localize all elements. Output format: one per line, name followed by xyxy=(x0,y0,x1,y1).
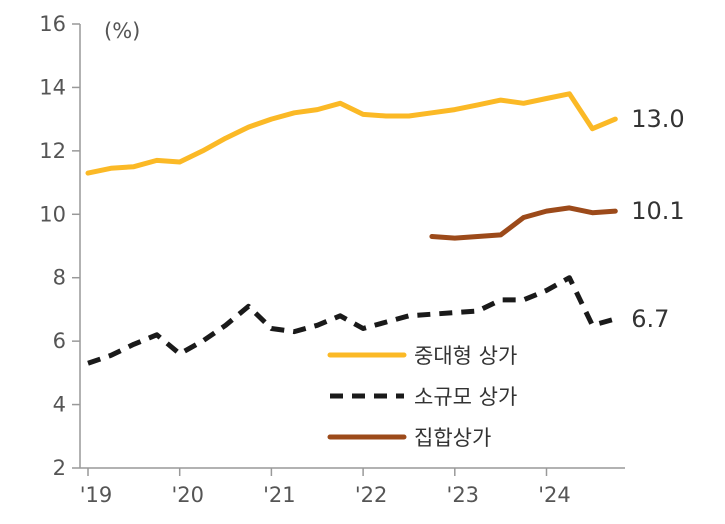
y-tick-label: 10 xyxy=(39,202,66,226)
data-point xyxy=(131,342,136,347)
data-point xyxy=(315,107,320,112)
y-tick-label: 4 xyxy=(53,393,66,417)
data-point xyxy=(86,361,91,366)
data-point xyxy=(177,159,182,164)
data-point xyxy=(544,209,549,214)
data-point xyxy=(223,136,228,141)
data-point xyxy=(521,297,526,302)
data-point xyxy=(475,102,480,107)
data-point xyxy=(452,236,457,241)
y-tick-label: 6 xyxy=(53,329,66,353)
data-point xyxy=(177,351,182,356)
series-layer xyxy=(85,91,618,366)
data-point xyxy=(567,91,572,96)
end-value-label: 13.0 xyxy=(631,105,684,133)
legend-label: 소규모 상가 xyxy=(414,385,517,409)
legend-label: 집합상가 xyxy=(414,426,491,450)
legend-label: 중대형 상가 xyxy=(414,344,517,368)
data-point xyxy=(108,166,113,171)
data-point xyxy=(338,101,343,106)
data-point xyxy=(544,96,549,101)
data-point xyxy=(154,158,159,163)
series-line-3 xyxy=(429,205,618,241)
data-point xyxy=(429,234,434,239)
data-point xyxy=(452,310,457,315)
y-tick-label: 14 xyxy=(39,75,66,99)
data-point xyxy=(269,117,274,122)
data-point xyxy=(292,329,297,334)
data-point xyxy=(200,148,205,153)
end-value-label: 10.1 xyxy=(631,197,684,225)
y-tick-label: 16 xyxy=(39,12,66,36)
data-point xyxy=(544,288,549,293)
data-point xyxy=(361,112,366,117)
data-point xyxy=(452,107,457,112)
axes xyxy=(79,24,625,469)
data-point xyxy=(613,117,618,122)
data-point xyxy=(567,205,572,210)
x-tick-label: '19 xyxy=(80,483,113,507)
data-point xyxy=(567,275,572,280)
x-tick-label: '22 xyxy=(355,483,388,507)
series-line-2 xyxy=(87,275,616,366)
data-point xyxy=(498,297,503,302)
x-tick-label: '23 xyxy=(447,483,480,507)
unit-label: (%) xyxy=(104,19,140,43)
data-point xyxy=(521,215,526,220)
end-labels: 13.0 6.7 10.1 xyxy=(631,105,684,333)
x-ticks: '19 '20 '21 '22 '23 '24 xyxy=(80,468,571,507)
data-point xyxy=(108,353,113,358)
series-line-1 xyxy=(85,91,618,176)
data-point xyxy=(475,309,480,314)
data-point xyxy=(613,316,618,321)
data-point xyxy=(269,326,274,331)
data-point xyxy=(613,209,618,214)
data-point xyxy=(384,113,389,118)
data-point xyxy=(590,210,595,215)
end-value-label: 6.7 xyxy=(631,305,669,333)
data-point xyxy=(246,304,251,309)
data-point xyxy=(429,312,434,317)
data-point xyxy=(384,320,389,325)
data-point xyxy=(292,110,297,115)
data-point xyxy=(200,339,205,344)
data-point xyxy=(590,323,595,328)
data-point xyxy=(406,113,411,118)
data-point xyxy=(406,313,411,318)
data-point xyxy=(429,110,434,115)
data-point xyxy=(154,332,159,337)
y-tick-label: 2 xyxy=(53,456,66,480)
data-point xyxy=(315,323,320,328)
data-point xyxy=(338,313,343,318)
data-point xyxy=(498,98,503,103)
data-point xyxy=(223,323,228,328)
y-tick-label: 8 xyxy=(53,266,66,290)
data-point xyxy=(498,232,503,237)
data-point xyxy=(521,101,526,106)
x-tick-label: '20 xyxy=(171,483,204,507)
data-point xyxy=(131,164,136,169)
data-point xyxy=(246,125,251,130)
data-point xyxy=(86,171,91,176)
y-tick-label: 12 xyxy=(39,139,66,163)
data-point xyxy=(361,326,366,331)
y-ticks: 2 4 6 8 10 12 14 16 xyxy=(39,12,80,480)
data-point xyxy=(475,234,480,239)
x-tick-label: '24 xyxy=(538,483,571,507)
data-point xyxy=(590,126,595,131)
x-tick-label: '21 xyxy=(263,483,296,507)
